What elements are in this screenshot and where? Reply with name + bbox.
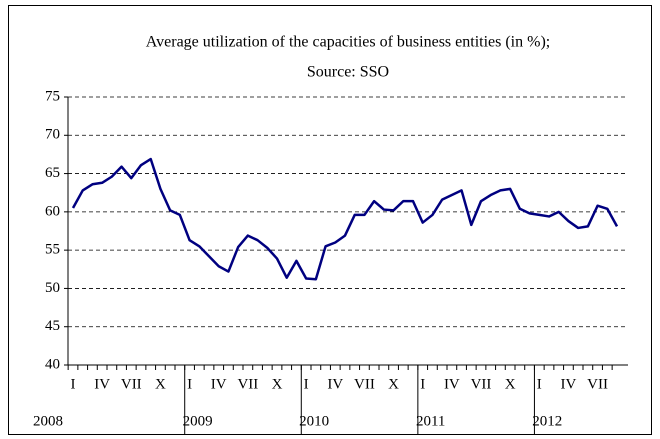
x-tick-label: I xyxy=(304,376,309,392)
year-label: 2012 xyxy=(532,413,562,429)
chart-title: Average utilization of the capacities of… xyxy=(146,34,550,51)
x-tick-label: IV xyxy=(561,376,577,392)
x-tick-label: X xyxy=(272,376,283,392)
x-tick-label: IV xyxy=(94,376,110,392)
data-line xyxy=(71,157,619,281)
chart-frame xyxy=(8,5,652,435)
x-tick-label: IV xyxy=(444,376,460,392)
x-tick-label: X xyxy=(505,376,516,392)
x-tick-label: IV xyxy=(327,376,343,392)
y-tick-label: 70 xyxy=(45,127,60,143)
x-tick-label: I xyxy=(420,376,425,392)
y-tick-label: 55 xyxy=(45,242,60,258)
year-label: 2009 xyxy=(183,413,213,429)
chart-subtitle: Source: SSO xyxy=(307,64,389,81)
y-tick-label: 40 xyxy=(45,356,60,372)
y-tick-label: 50 xyxy=(45,280,60,296)
x-tick-label: VII xyxy=(354,376,375,392)
x-tick-label: I xyxy=(187,376,192,392)
x-tick-label: X xyxy=(388,376,399,392)
year-label: 2011 xyxy=(416,413,445,429)
y-tick-label: 60 xyxy=(45,203,60,219)
year-label: 2008 xyxy=(33,413,63,429)
x-tick-label: IV xyxy=(211,376,227,392)
x-tick-label: I xyxy=(71,376,76,392)
y-tick-label: 65 xyxy=(45,165,60,181)
year-label: 2010 xyxy=(299,413,329,429)
y-tick-label: 45 xyxy=(45,318,60,334)
x-tick-label: VII xyxy=(121,376,142,392)
y-tick-label: 75 xyxy=(45,88,60,104)
x-tick-label: I xyxy=(537,376,542,392)
x-tick-label: VII xyxy=(587,376,608,392)
x-tick-label: VII xyxy=(237,376,258,392)
x-tick-label: VII xyxy=(471,376,492,392)
x-tick-label: X xyxy=(155,376,166,392)
